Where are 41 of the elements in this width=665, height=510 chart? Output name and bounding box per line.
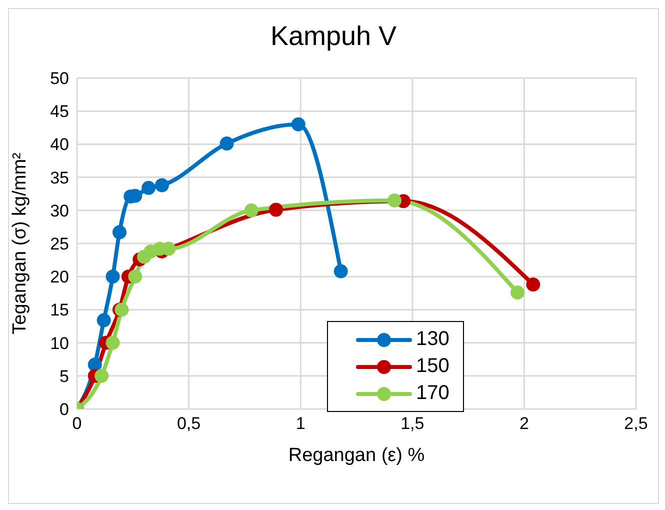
y-tick-label: 45 — [50, 102, 69, 122]
y-tick-label: 50 — [50, 69, 69, 88]
point — [244, 203, 258, 218]
point — [112, 225, 126, 240]
point — [114, 302, 129, 317]
y-tick-label: 10 — [50, 334, 69, 353]
point — [96, 313, 111, 328]
x-tick-label: 1,5 — [400, 414, 424, 434]
point — [88, 358, 102, 372]
y-tick-label: 40 — [50, 135, 69, 154]
x-tick-label: 0 — [72, 414, 82, 434]
point — [106, 336, 120, 350]
point — [510, 285, 524, 300]
point — [526, 278, 540, 292]
y-tick-label: 35 — [50, 168, 69, 188]
point — [334, 264, 348, 278]
point — [388, 193, 402, 208]
y-tick-label: 15 — [50, 300, 69, 320]
point — [106, 270, 120, 284]
legend-label: 150 — [416, 355, 450, 378]
y-tick-label: 25 — [50, 234, 69, 254]
chart-title: Kampuh V — [269, 21, 398, 52]
x-tick-label: 2 — [519, 414, 529, 434]
point — [220, 136, 234, 151]
point — [291, 117, 306, 132]
point — [142, 180, 156, 195]
legend-label: 130 — [416, 328, 450, 351]
x-axis-title: Regangan (ε) % — [288, 445, 425, 466]
legend-label: 170 — [416, 382, 450, 405]
y-tick-label: 5 — [60, 366, 69, 386]
point — [94, 368, 109, 383]
y-tick-label: 0 — [60, 400, 69, 420]
x-tick-label: 2,5 — [624, 414, 648, 434]
y-tick-label: 20 — [50, 268, 69, 287]
y-axis-title: Tegangan (σ) kg/mm² — [10, 152, 31, 334]
x-tick-label: 0,5 — [176, 414, 201, 434]
point — [154, 178, 169, 192]
point — [269, 202, 284, 217]
point — [128, 270, 142, 284]
x-tick-label: 1 — [296, 414, 306, 434]
y-tick-label: 30 — [50, 201, 69, 220]
